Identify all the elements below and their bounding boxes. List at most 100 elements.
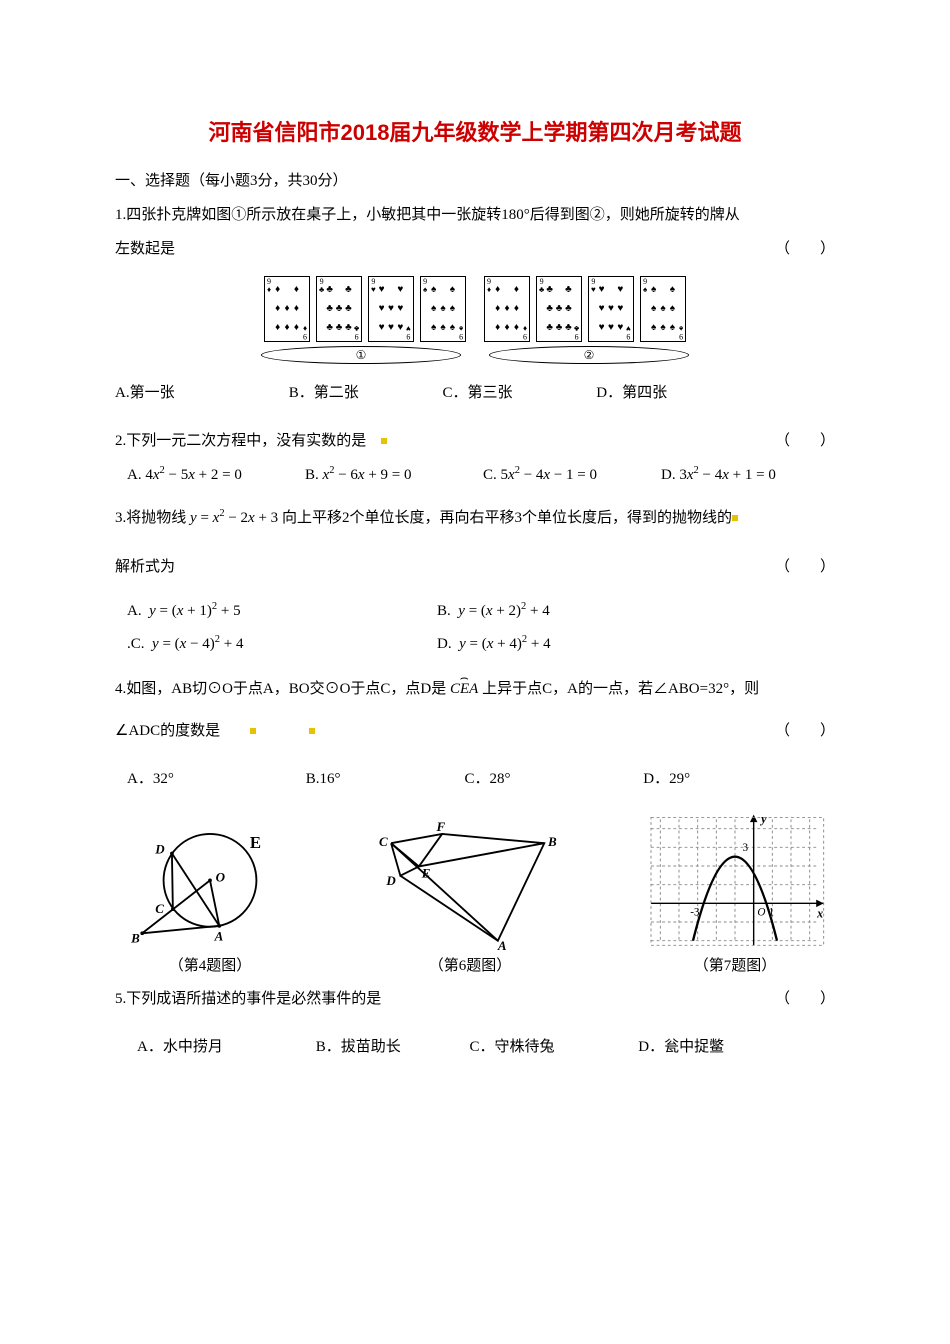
section-heading: 一、选择题（每小题3分，共30分）: [115, 165, 835, 199]
marker-icon-2: [732, 515, 738, 521]
card-heart-9-b: 9♥9♥ ♥♥♥♥♥♥♥♥: [588, 276, 634, 342]
q5-opt-b: B．拔苗助长: [316, 1032, 466, 1064]
svg-text:D: D: [385, 873, 396, 888]
q3-stem-line1: 3.将抛物线 y = x2 − 2x + 3 向上平移2个单位长度，再向右平移3…: [115, 502, 835, 536]
q5-opt-a: A．水中捞月: [137, 1032, 312, 1064]
svg-text:E: E: [421, 866, 431, 881]
q5-opt-c: C．守株待兔: [470, 1032, 635, 1064]
q3-a-eq: y = (x + 1)2 + 5: [149, 595, 241, 628]
q3-stem-line2: 解析式为 （ ）: [115, 551, 835, 585]
q3-pre: 3.将抛物线: [115, 510, 190, 526]
q1-options: A.第一张 B．第二张 C．第三张 D．第四张: [115, 378, 835, 410]
q3-opt-a: A. y = (x + 1)2 + 5: [127, 595, 437, 628]
q2-opt-d: D. 3x2 − 4x + 1 = 0: [661, 459, 776, 492]
q2-stem-text: 2.下列一元二次方程中，没有实数的是: [115, 433, 366, 449]
q2-a-eq: 4x2 − 5x + 2 = 0: [145, 459, 241, 492]
q3-opt-b: B. y = (x + 2)2 + 4: [437, 595, 550, 628]
triangle-diagram-icon: C F B D E A: [360, 820, 580, 950]
card-club-9: 9♣9♣ ♣♣♣♣♣♣♣♣: [316, 276, 362, 342]
marker-icon: [381, 438, 387, 444]
circle-diagram-icon: O A B C D E: [115, 820, 305, 950]
fig-q4: O A B C D E: [115, 820, 305, 950]
svg-text:O: O: [216, 869, 226, 884]
q4-stem-line1: 4.如图，AB切⊙O于点A，BO交⊙O于点C，点D是 CEA 上异于点C，A的一…: [115, 673, 835, 707]
svg-text:F: F: [436, 820, 446, 834]
q3-inline-eq: y = x2 − 2x + 3: [190, 510, 278, 526]
q3-post: 向上平移2个单位长度，再向右平移3个单位长度后，得到的抛物线的: [282, 510, 732, 526]
card-labels: ① ②: [115, 342, 835, 364]
svg-text:D: D: [154, 841, 165, 856]
q2-d-eq: 3x2 − 4x + 1 = 0: [679, 459, 775, 492]
q5-opt-d: D．瓮中捉鳖: [638, 1032, 724, 1064]
arc-cea: CEA: [450, 673, 478, 707]
card-spade-9-b: 9♠9♠ ♠♠♠♠♠♠♠♠: [640, 276, 686, 342]
q3-b-eq: y = (x + 2)2 + 4: [458, 595, 550, 628]
q3-opt-d: D. y = (x + 4)2 + 4: [437, 628, 551, 661]
q1-opt-d: D．第四张: [596, 378, 667, 410]
figures-row: O A B C D E: [115, 810, 835, 950]
q2-opt-b: B. x2 − 6x + 9 = 0: [305, 459, 483, 492]
q5-paren: （ ）: [775, 983, 835, 1017]
svg-text:x: x: [816, 906, 823, 920]
svg-text:B: B: [130, 931, 140, 946]
exam-title: 河南省信阳市2018届九年级数学上学期第四次月考试题: [115, 115, 835, 147]
figure-captions: （第4题图） （第6题图） （第7题图）: [115, 954, 835, 975]
q4-opt-a: A．32°: [127, 764, 302, 796]
q2-options: A. 4x2 − 5x + 2 = 0 B. x2 − 6x + 9 = 0 C…: [115, 459, 835, 492]
q1-opt-a: A.第一张: [115, 378, 285, 410]
q3-d-eq: y = (x + 4)2 + 4: [459, 628, 551, 661]
exam-page: 河南省信阳市2018届九年级数学上学期第四次月考试题 一、选择题（每小题3分，共…: [0, 0, 950, 1118]
marker-icon-3: [250, 728, 256, 734]
q2-a-label: A.: [127, 459, 142, 492]
q4-pre: 4.如图，AB切⊙O于点A，BO交⊙O于点C，点D是: [115, 681, 450, 697]
card-diamond-9-b: 9♦9♦ ♦♦♦♦♦♦♦♦: [484, 276, 530, 342]
q4-post: 上异于点C，A的一点，若∠ABO=32°，则: [482, 681, 759, 697]
q5-stem-text: 5.下列成语所描述的事件是必然事件的是: [115, 991, 381, 1007]
label-1: ①: [261, 346, 461, 364]
label-2: ②: [489, 346, 689, 364]
q3-b-label: B.: [437, 595, 451, 628]
card-group-2: 9♦9♦ ♦♦♦♦♦♦♦♦ 9♣9♣ ♣♣♣♣♣♣♣♣ 9♥9♥ ♥♥♥♥♥♥♥…: [483, 276, 687, 342]
svg-text:C: C: [379, 834, 388, 849]
q3-c-label: .C.: [127, 628, 145, 661]
q4-opt-d: D．29°: [643, 764, 690, 796]
q4-options: A．32° B.16° C．28° D．29°: [115, 764, 835, 796]
cap-q7: （第7题图）: [635, 954, 835, 975]
q3-paren: （ ）: [775, 551, 835, 585]
svg-text:A: A: [497, 938, 507, 950]
card-spade-9: 9♠9♠ ♠♠♠♠♠♠♠♠: [420, 276, 466, 342]
card-diamond-9: 9♦9♦ ♦♦♦♦♦♦♦♦: [264, 276, 310, 342]
q1-opt-b: B．第二张: [289, 378, 439, 410]
cap-q4: （第4题图）: [115, 954, 305, 975]
fig-q6: C F B D E A: [360, 820, 580, 950]
q1-cards-figure: 9♦9♦ ♦♦♦♦♦♦♦♦ 9♣9♣ ♣♣♣♣♣♣♣♣ 9♥9♥ ♥♥♥♥♥♥♥…: [115, 276, 835, 364]
q3-options-row1: A. y = (x + 1)2 + 5 B. y = (x + 2)2 + 4: [115, 595, 835, 628]
svg-text:C: C: [155, 901, 164, 916]
svg-text:A: A: [214, 929, 224, 944]
q3-d-label: D.: [437, 628, 452, 661]
q5-options: A．水中捞月 B．拔苗助长 C．守株待兔 D．瓮中捉鳖: [115, 1032, 835, 1064]
q2-opt-c: C. 5x2 − 4x − 1 = 0: [483, 459, 661, 492]
parabola-chart-icon: x y O 1 -3 3: [635, 810, 835, 950]
q2-c-label: C.: [483, 459, 497, 492]
card-group-1: 9♦9♦ ♦♦♦♦♦♦♦♦ 9♣9♣ ♣♣♣♣♣♣♣♣ 9♥9♥ ♥♥♥♥♥♥♥…: [263, 276, 467, 342]
q2-c-eq: 5x2 − 4x − 1 = 0: [501, 459, 597, 492]
q1-opt-c: C．第三张: [443, 378, 593, 410]
marker-icon-4: [309, 728, 315, 734]
q2-opt-a: A. 4x2 − 5x + 2 = 0: [127, 459, 305, 492]
svg-text:3: 3: [742, 842, 748, 854]
q3-a-label: A.: [127, 595, 142, 628]
q2-paren: （ ）: [775, 425, 835, 459]
q4-stem-line2: ∠ADC的度数是 （ ）: [115, 715, 835, 749]
svg-text:E: E: [250, 833, 261, 852]
q2-b-label: B.: [305, 459, 319, 492]
svg-text:O: O: [757, 906, 765, 918]
q3-opt-c: .C. y = (x − 4)2 + 4: [127, 628, 437, 661]
q1-stem-line2: 左数起是 （ ）: [115, 233, 835, 267]
q2-d-label: D.: [661, 459, 676, 492]
q4-opt-c: C．28°: [465, 764, 640, 796]
card-club-9-b: 9♣9♣ ♣♣♣♣♣♣♣♣: [536, 276, 582, 342]
q2-stem: 2.下列一元二次方程中，没有实数的是 （ ）: [115, 425, 835, 459]
q4-paren: （ ）: [775, 715, 835, 749]
cap-q6: （第6题图）: [360, 954, 580, 975]
